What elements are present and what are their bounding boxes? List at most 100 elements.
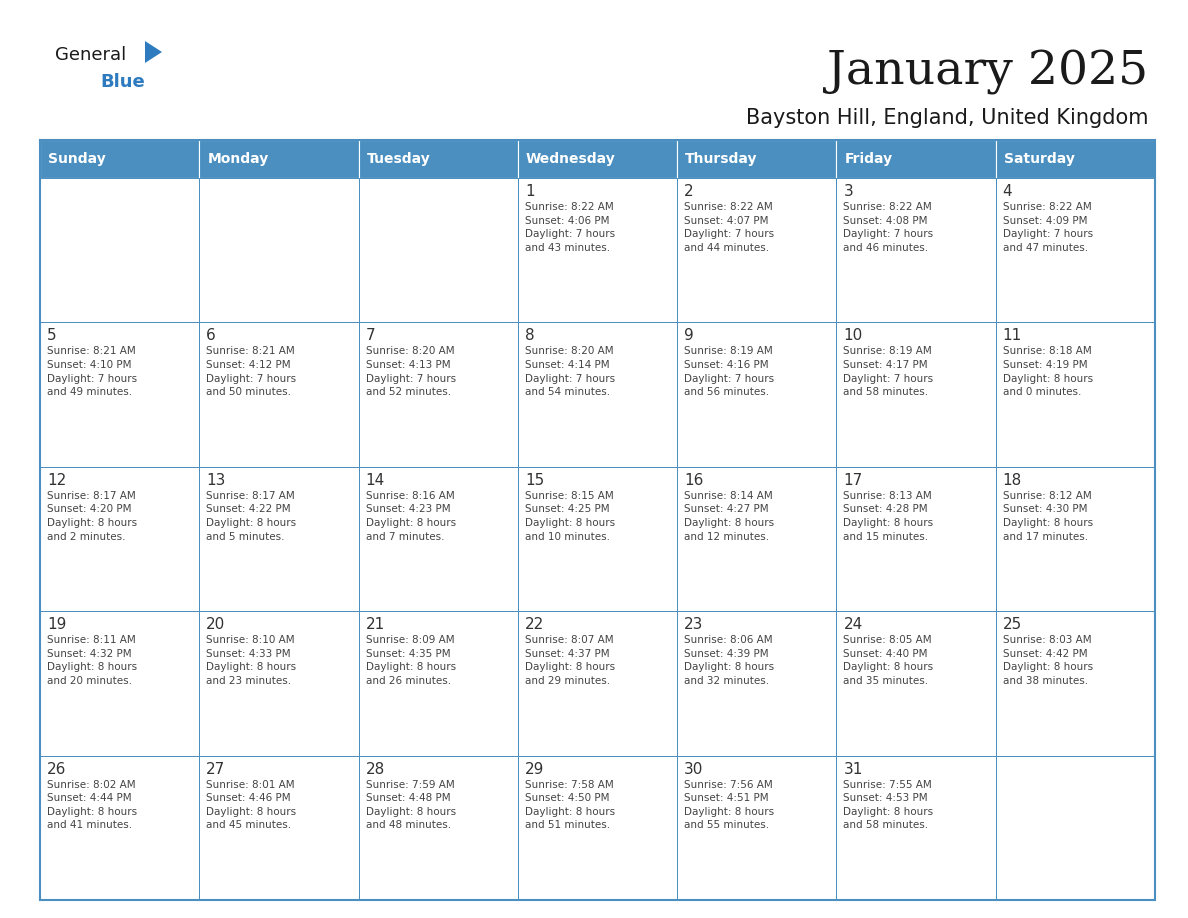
Text: 6: 6 xyxy=(207,329,216,343)
Text: 2: 2 xyxy=(684,184,694,199)
Bar xyxy=(518,140,677,178)
Bar xyxy=(836,178,996,322)
Bar xyxy=(359,140,518,178)
Bar xyxy=(996,466,1155,611)
Bar xyxy=(518,466,677,611)
Text: Sunrise: 8:21 AM
Sunset: 4:12 PM
Daylight: 7 hours
and 50 minutes.: Sunrise: 8:21 AM Sunset: 4:12 PM Dayligh… xyxy=(207,346,297,397)
Text: Sunrise: 8:22 AM
Sunset: 4:07 PM
Daylight: 7 hours
and 44 minutes.: Sunrise: 8:22 AM Sunset: 4:07 PM Dayligh… xyxy=(684,202,775,252)
Bar xyxy=(677,611,836,756)
Text: 22: 22 xyxy=(525,617,544,633)
Text: Sunrise: 8:20 AM
Sunset: 4:13 PM
Daylight: 7 hours
and 52 minutes.: Sunrise: 8:20 AM Sunset: 4:13 PM Dayligh… xyxy=(366,346,456,397)
Bar xyxy=(677,322,836,466)
Text: Sunrise: 7:59 AM
Sunset: 4:48 PM
Daylight: 8 hours
and 48 minutes.: Sunrise: 7:59 AM Sunset: 4:48 PM Dayligh… xyxy=(366,779,456,831)
Text: 17: 17 xyxy=(843,473,862,487)
Bar xyxy=(518,611,677,756)
Text: Sunrise: 8:02 AM
Sunset: 4:44 PM
Daylight: 8 hours
and 41 minutes.: Sunrise: 8:02 AM Sunset: 4:44 PM Dayligh… xyxy=(48,779,137,831)
Bar xyxy=(359,466,518,611)
Text: Sunrise: 8:12 AM
Sunset: 4:30 PM
Daylight: 8 hours
and 17 minutes.: Sunrise: 8:12 AM Sunset: 4:30 PM Dayligh… xyxy=(1003,491,1093,542)
Text: 1: 1 xyxy=(525,184,535,199)
Text: Sunrise: 8:14 AM
Sunset: 4:27 PM
Daylight: 8 hours
and 12 minutes.: Sunrise: 8:14 AM Sunset: 4:27 PM Dayligh… xyxy=(684,491,775,542)
Bar xyxy=(996,178,1155,322)
Bar xyxy=(40,178,200,322)
Text: 20: 20 xyxy=(207,617,226,633)
Text: Sunrise: 8:05 AM
Sunset: 4:40 PM
Daylight: 8 hours
and 35 minutes.: Sunrise: 8:05 AM Sunset: 4:40 PM Dayligh… xyxy=(843,635,934,686)
Bar xyxy=(40,611,200,756)
Text: 10: 10 xyxy=(843,329,862,343)
Bar xyxy=(518,756,677,900)
Text: 3: 3 xyxy=(843,184,853,199)
Text: January 2025: January 2025 xyxy=(827,50,1148,95)
Bar xyxy=(996,756,1155,900)
Bar xyxy=(836,756,996,900)
Text: Sunrise: 8:18 AM
Sunset: 4:19 PM
Daylight: 8 hours
and 0 minutes.: Sunrise: 8:18 AM Sunset: 4:19 PM Dayligh… xyxy=(1003,346,1093,397)
Text: 29: 29 xyxy=(525,762,544,777)
Bar xyxy=(677,140,836,178)
Text: Sunrise: 8:16 AM
Sunset: 4:23 PM
Daylight: 8 hours
and 7 minutes.: Sunrise: 8:16 AM Sunset: 4:23 PM Dayligh… xyxy=(366,491,456,542)
Text: Blue: Blue xyxy=(100,73,145,91)
Text: Sunrise: 8:21 AM
Sunset: 4:10 PM
Daylight: 7 hours
and 49 minutes.: Sunrise: 8:21 AM Sunset: 4:10 PM Dayligh… xyxy=(48,346,137,397)
Bar xyxy=(996,140,1155,178)
Text: Sunrise: 8:19 AM
Sunset: 4:16 PM
Daylight: 7 hours
and 56 minutes.: Sunrise: 8:19 AM Sunset: 4:16 PM Dayligh… xyxy=(684,346,775,397)
Text: Sunrise: 8:01 AM
Sunset: 4:46 PM
Daylight: 8 hours
and 45 minutes.: Sunrise: 8:01 AM Sunset: 4:46 PM Dayligh… xyxy=(207,779,297,831)
Bar xyxy=(200,140,359,178)
Text: 31: 31 xyxy=(843,762,862,777)
Text: Sunrise: 8:11 AM
Sunset: 4:32 PM
Daylight: 8 hours
and 20 minutes.: Sunrise: 8:11 AM Sunset: 4:32 PM Dayligh… xyxy=(48,635,137,686)
Text: 9: 9 xyxy=(684,329,694,343)
Bar xyxy=(200,466,359,611)
Text: Sunrise: 8:22 AM
Sunset: 4:06 PM
Daylight: 7 hours
and 43 minutes.: Sunrise: 8:22 AM Sunset: 4:06 PM Dayligh… xyxy=(525,202,615,252)
Text: 16: 16 xyxy=(684,473,703,487)
Text: Sunrise: 8:03 AM
Sunset: 4:42 PM
Daylight: 8 hours
and 38 minutes.: Sunrise: 8:03 AM Sunset: 4:42 PM Dayligh… xyxy=(1003,635,1093,686)
Bar xyxy=(200,611,359,756)
Text: Sunrise: 8:13 AM
Sunset: 4:28 PM
Daylight: 8 hours
and 15 minutes.: Sunrise: 8:13 AM Sunset: 4:28 PM Dayligh… xyxy=(843,491,934,542)
Bar xyxy=(40,322,200,466)
Text: Saturday: Saturday xyxy=(1004,152,1075,166)
Bar xyxy=(836,322,996,466)
Text: Thursday: Thursday xyxy=(685,152,758,166)
Text: Sunrise: 8:17 AM
Sunset: 4:20 PM
Daylight: 8 hours
and 2 minutes.: Sunrise: 8:17 AM Sunset: 4:20 PM Dayligh… xyxy=(48,491,137,542)
Bar xyxy=(836,466,996,611)
Bar xyxy=(996,611,1155,756)
Bar xyxy=(359,322,518,466)
Text: 18: 18 xyxy=(1003,473,1022,487)
Text: Wednesday: Wednesday xyxy=(526,152,615,166)
Text: Sunrise: 8:17 AM
Sunset: 4:22 PM
Daylight: 8 hours
and 5 minutes.: Sunrise: 8:17 AM Sunset: 4:22 PM Dayligh… xyxy=(207,491,297,542)
Text: 21: 21 xyxy=(366,617,385,633)
Text: 14: 14 xyxy=(366,473,385,487)
Text: 25: 25 xyxy=(1003,617,1022,633)
Text: 4: 4 xyxy=(1003,184,1012,199)
Text: 15: 15 xyxy=(525,473,544,487)
Text: 26: 26 xyxy=(48,762,67,777)
Text: Bayston Hill, England, United Kingdom: Bayston Hill, England, United Kingdom xyxy=(746,108,1148,128)
Bar xyxy=(40,140,200,178)
Bar xyxy=(996,322,1155,466)
Text: Tuesday: Tuesday xyxy=(367,152,430,166)
Text: 30: 30 xyxy=(684,762,703,777)
Text: Sunrise: 8:22 AM
Sunset: 4:08 PM
Daylight: 7 hours
and 46 minutes.: Sunrise: 8:22 AM Sunset: 4:08 PM Dayligh… xyxy=(843,202,934,252)
Text: Sunrise: 8:22 AM
Sunset: 4:09 PM
Daylight: 7 hours
and 47 minutes.: Sunrise: 8:22 AM Sunset: 4:09 PM Dayligh… xyxy=(1003,202,1093,252)
Text: 23: 23 xyxy=(684,617,703,633)
Text: Sunrise: 8:15 AM
Sunset: 4:25 PM
Daylight: 8 hours
and 10 minutes.: Sunrise: 8:15 AM Sunset: 4:25 PM Dayligh… xyxy=(525,491,615,542)
Text: 12: 12 xyxy=(48,473,67,487)
Text: 7: 7 xyxy=(366,329,375,343)
Bar xyxy=(200,756,359,900)
Bar xyxy=(359,178,518,322)
Bar xyxy=(677,756,836,900)
Text: Friday: Friday xyxy=(845,152,892,166)
Text: 27: 27 xyxy=(207,762,226,777)
Text: Sunrise: 7:58 AM
Sunset: 4:50 PM
Daylight: 8 hours
and 51 minutes.: Sunrise: 7:58 AM Sunset: 4:50 PM Dayligh… xyxy=(525,779,615,831)
Bar xyxy=(40,140,1155,900)
Text: 19: 19 xyxy=(48,617,67,633)
Text: Monday: Monday xyxy=(207,152,268,166)
Bar xyxy=(200,178,359,322)
Text: General: General xyxy=(55,46,126,64)
Bar xyxy=(200,322,359,466)
Text: 24: 24 xyxy=(843,617,862,633)
Bar xyxy=(359,611,518,756)
Text: 5: 5 xyxy=(48,329,57,343)
Text: Sunrise: 8:09 AM
Sunset: 4:35 PM
Daylight: 8 hours
and 26 minutes.: Sunrise: 8:09 AM Sunset: 4:35 PM Dayligh… xyxy=(366,635,456,686)
Text: 8: 8 xyxy=(525,329,535,343)
Text: Sunrise: 7:55 AM
Sunset: 4:53 PM
Daylight: 8 hours
and 58 minutes.: Sunrise: 7:55 AM Sunset: 4:53 PM Dayligh… xyxy=(843,779,934,831)
Text: Sunrise: 8:07 AM
Sunset: 4:37 PM
Daylight: 8 hours
and 29 minutes.: Sunrise: 8:07 AM Sunset: 4:37 PM Dayligh… xyxy=(525,635,615,686)
Bar xyxy=(836,611,996,756)
Text: 11: 11 xyxy=(1003,329,1022,343)
